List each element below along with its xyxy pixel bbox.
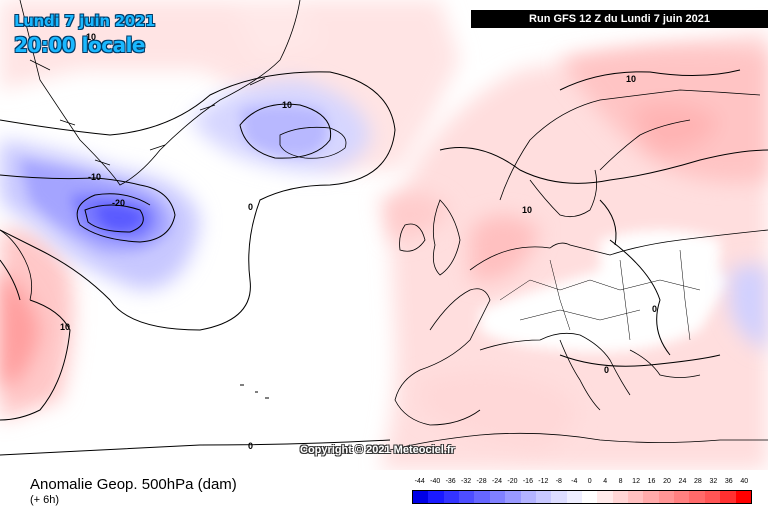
color-scale-label: 36 [724, 478, 733, 485]
contour-label: 10 [626, 74, 636, 84]
color-scale-label: 12 [632, 478, 640, 485]
color-scale-label: 24 [678, 478, 687, 485]
color-scale-labels: -44 -40 -36 -32 -28 -24 -20 -16 -12 -8 -4 0 4 8 12 16 20… [412, 478, 752, 490]
color-scale-label: -16 [522, 478, 533, 485]
contour-lines [0, 69, 768, 456]
color-scale-swatch [658, 491, 675, 503]
color-scale-swatch [566, 491, 582, 503]
contour-label-group: 10 10 -10 -20 0 10 10 10 0 0 0 [60, 32, 657, 451]
contour-label: -20 [112, 198, 125, 208]
color-scale-label: -4 [571, 478, 578, 485]
color-scale-swatch [535, 491, 552, 503]
color-scale-swatch [643, 491, 659, 503]
color-scale-swatch [413, 491, 429, 503]
color-scale-label: -40 [430, 478, 441, 485]
contour-label: 0 [604, 365, 609, 375]
color-scale-label: 4 [603, 478, 608, 485]
color-scale-swatch [551, 491, 567, 503]
color-scale-swatch [612, 491, 629, 503]
color-scale-swatch [428, 491, 444, 503]
contour-label: 0 [248, 441, 253, 451]
color-scale-label: -24 [491, 478, 503, 485]
contour-label: 0 [652, 304, 657, 314]
color-scale-label: -28 [476, 478, 487, 485]
contour-label: 10 [86, 32, 96, 42]
color-scale-label: 0 [587, 478, 592, 485]
color-scale-swatch [735, 491, 751, 503]
color-scale-swatch [597, 491, 613, 503]
color-scale-label: 40 [740, 478, 749, 485]
model-run-banner: Run GFS 12 Z du Lundi 7 juin 2021 [471, 10, 768, 28]
color-scale-bar [412, 490, 752, 504]
product-title: Anomalie Geop. 500hPa (dam) [30, 476, 237, 493]
copyright-notice: Copyright © 2021 Meteociel.fr [300, 444, 455, 456]
color-scale-label: -8 [555, 478, 562, 485]
color-scale-swatch [520, 491, 536, 503]
color-scale-label: 16 [647, 478, 656, 485]
color-scale-label: -20 [507, 478, 518, 485]
contour-label: 10 [282, 100, 292, 110]
color-scale-swatch [628, 491, 644, 503]
color-scale-label: -32 [461, 478, 472, 485]
color-scale-swatch [474, 491, 490, 503]
color-scale-label: -36 [445, 478, 456, 485]
contour-label: -10 [88, 172, 101, 182]
map-footer: Anomalie Geop. 500hPa (dam) (+ 6h) -44 -4… [0, 470, 768, 512]
contour-label: 10 [60, 322, 70, 332]
color-scale-label: 32 [709, 478, 718, 485]
color-scale-label: -12 [538, 478, 549, 485]
color-scale-label: -44 [414, 478, 425, 485]
color-scale: -44 -40 -36 -32 -28 -24 -20 -16 -12 -8 -4 0 4 8 12 16 20… [412, 478, 752, 510]
contour-label: 10 [522, 205, 532, 215]
color-scale-swatch [689, 491, 705, 503]
color-scale-swatch [581, 491, 598, 503]
color-scale-swatch [704, 491, 721, 503]
color-scale-label: 28 [694, 478, 702, 485]
color-scale-swatch [505, 491, 521, 503]
lead-time: (+ 6h) [30, 494, 60, 506]
color-scale-swatch [674, 491, 690, 503]
color-scale-swatch [489, 491, 506, 503]
color-scale-swatch [459, 491, 475, 503]
contour-label: 0 [248, 202, 253, 212]
color-scale-swatch [443, 491, 460, 503]
color-scale-label: 8 [618, 478, 623, 485]
forecast-time: 20:00 locale [14, 33, 146, 57]
coastlines [0, 0, 768, 451]
color-scale-swatch [720, 491, 736, 503]
color-scale-label: 20 [663, 478, 671, 485]
forecast-date: Lundi 7 juin 2021 [14, 12, 156, 30]
anomaly-map: 10 10 -10 -20 0 10 10 10 0 0 0 [0, 0, 768, 470]
